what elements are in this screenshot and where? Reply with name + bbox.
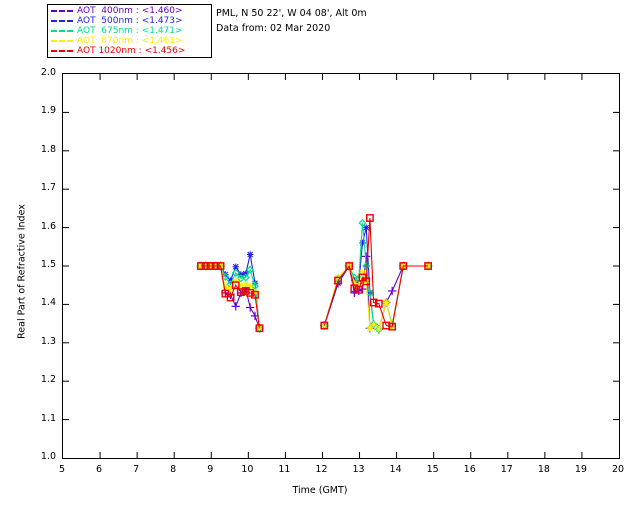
header-date: Data from: 02 Mar 2020 [216, 23, 331, 34]
y-tick-label: 1.2 [40, 374, 56, 386]
x-tick-label: 5 [58, 464, 66, 475]
legend-label: AOT 500nm : <1.473> [77, 16, 183, 26]
x-tick-label: 9 [207, 464, 214, 475]
x-tick-label: 12 [315, 464, 328, 475]
y-axis-label: Real Part of Refractive Index [16, 204, 28, 339]
y-tick-label: 1.9 [40, 105, 56, 117]
x-tick-label: 11 [278, 464, 291, 475]
y-tick-label: 1.7 [40, 182, 56, 194]
y-tick-label: 1.1 [40, 412, 56, 424]
x-tick-label: 6 [96, 464, 103, 475]
legend-item-675nm: AOT 675nm : <1.471> [50, 26, 209, 36]
header-location: PML, N 50 22', W 04 08', Alt 0m [216, 8, 367, 19]
legend-label: AOT 870nm : <1.461> [77, 36, 183, 46]
x-axis-label: Time (GMT) [292, 485, 348, 496]
y-tick-label: 1.0 [40, 451, 56, 462]
x-tick-label: 16 [463, 464, 476, 475]
y-tick-label: 1.8 [40, 143, 56, 155]
y-tick-label: 2.0 [40, 67, 56, 78]
x-tick-label: 8 [170, 464, 177, 475]
plot-frame [62, 73, 620, 459]
x-tick-label: 15 [426, 464, 439, 475]
legend: AOT 400nm : <1.460> AOT 500nm : <1.473> AO… [47, 4, 212, 58]
legend-line-swatch [51, 10, 73, 12]
plot-canvas [63, 74, 619, 458]
x-tick-label: 20 [611, 464, 625, 475]
x-tick-label: 17 [500, 464, 513, 475]
legend-label: AOT 1020nm : <1.456> [77, 46, 186, 56]
legend-item-870nm: AOT 870nm : <1.461> [50, 36, 209, 46]
legend-item-400nm: AOT 400nm : <1.460> [50, 6, 209, 16]
y-tick-label: 1.5 [40, 259, 56, 270]
legend-line-swatch [51, 40, 73, 42]
y-tick-label: 1.3 [40, 335, 56, 347]
y-tick-label: 1.6 [40, 220, 56, 232]
header-annotation: PML, N 50 22', W 04 08', Alt 0m Data fro… [216, 6, 367, 36]
series-aot-1020nm [196, 214, 433, 333]
x-tick-label: 13 [352, 464, 365, 475]
x-tick-label: 7 [133, 464, 140, 475]
legend-item-500nm: AOT 500nm : <1.473> [50, 16, 209, 26]
x-tick-label: 14 [389, 464, 402, 475]
legend-label: AOT 675nm : <1.471> [77, 26, 183, 36]
legend-line-swatch [51, 30, 73, 32]
legend-line-swatch [51, 20, 73, 22]
x-tick-label: 18 [537, 464, 550, 475]
x-tick-label: 10 [241, 464, 254, 475]
legend-item-1020nm: AOT 1020nm : <1.456> [50, 46, 209, 56]
x-tick-label: 19 [574, 464, 587, 475]
legend-label: AOT 400nm : <1.460> [77, 6, 183, 16]
y-tick-label: 1.4 [40, 297, 56, 309]
legend-line-swatch [51, 50, 73, 52]
